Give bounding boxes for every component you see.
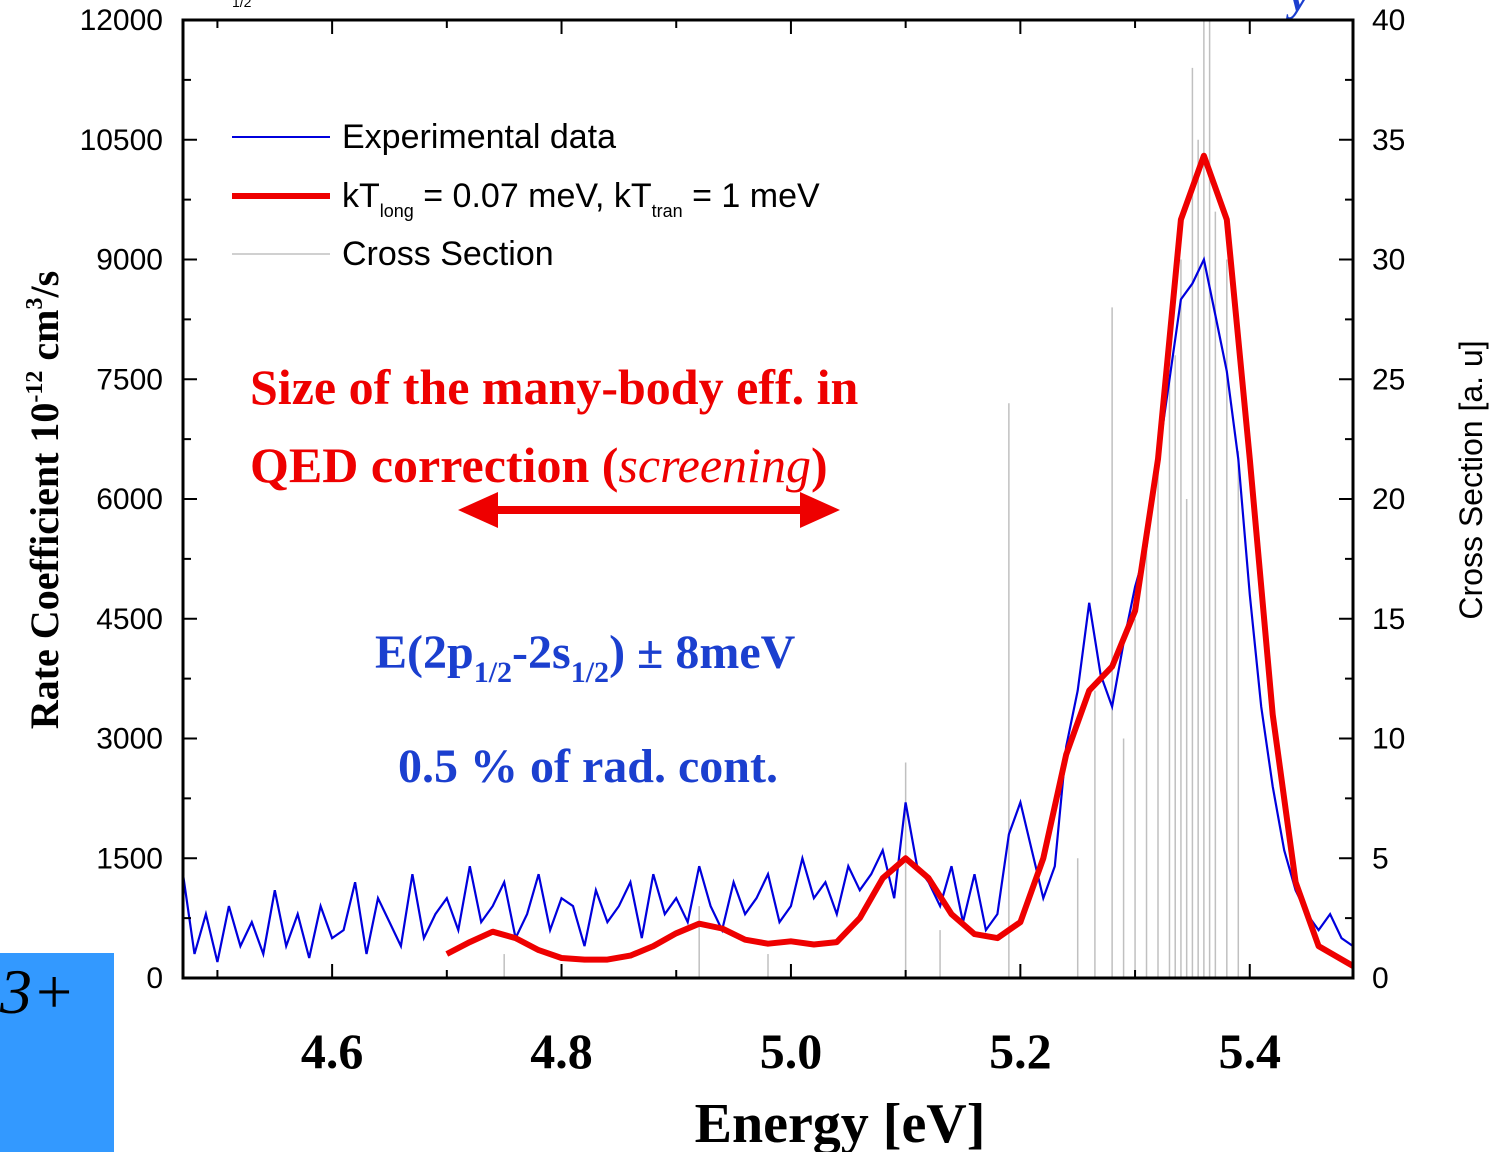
legend-label-experimental: Experimental data [342, 118, 616, 156]
y-right-tick-label: 15 [1372, 603, 1405, 636]
x-axis-title: Energy [eV] [695, 1093, 986, 1152]
fit-line [445, 152, 1355, 969]
fit-series [445, 152, 1355, 969]
y-left-tick-label: 12000 [80, 4, 163, 37]
annotation-radiative: 0.5 % of rad. cont. [398, 740, 778, 793]
y-right-tick-label: 20 [1372, 483, 1405, 516]
y-left-tick-label: 6000 [96, 483, 163, 516]
top-left-clipped-label: 1/2 [232, 0, 252, 10]
top-right-clipped-label: y [1290, 0, 1308, 21]
x-tick-label: 4.8 [530, 1023, 593, 1079]
y-axis-right-title: Cross Section [a. u] [1453, 340, 1489, 619]
y-left-tick-label: 7500 [96, 363, 163, 396]
x-tick-label: 5.4 [1219, 1023, 1282, 1079]
y-right-tick-label: 5 [1372, 842, 1389, 875]
legend-label-fit: kTlong = 0.07 meV, kTtran = 1 meV [342, 177, 820, 221]
plot-frame [181, 18, 1355, 980]
species-badge [0, 953, 114, 1152]
legend-label-cross-section: Cross Section [342, 235, 554, 273]
y-right-tick-label: 0 [1372, 962, 1389, 995]
y-axis-left-title: Rate Coefficient 10-12 cm3/s [22, 271, 67, 729]
y-left-tick-label: 1500 [96, 842, 163, 875]
y-right-tick-label: 40 [1372, 4, 1405, 37]
cross-section-series [503, 20, 1240, 978]
y-right-tick-label: 25 [1372, 363, 1405, 396]
x-tick-label: 4.6 [301, 1023, 364, 1079]
y-left-tick-label: 4500 [96, 603, 163, 636]
axis-ticks: 4.6 4.8 5.0 5.2 5.4 0 1500 3000 4500 6000 7500 9000… [80, 4, 1406, 1079]
y-right-tick-label: 35 [1372, 124, 1405, 157]
x-tick-label: 5.0 [760, 1023, 823, 1079]
double-arrow [458, 492, 840, 528]
annotation-many-body-line2: QED correction (screening) [250, 437, 828, 493]
x-tick-label: 5.2 [989, 1023, 1052, 1079]
annotation-energy: E(2p1/2-2s1/2) ± 8meV [375, 626, 796, 689]
badge-label: 3+ [0, 956, 76, 1027]
y-right-tick-label: 30 [1372, 244, 1405, 277]
y-left-tick-label: 0 [146, 962, 163, 995]
y-left-tick-label: 9000 [96, 244, 163, 277]
y-left-tick-label: 10500 [80, 124, 163, 157]
y-left-tick-label: 3000 [96, 723, 163, 756]
y-right-tick-label: 10 [1372, 723, 1405, 756]
annotation-many-body-line1: Size of the many-body eff. in [250, 359, 858, 415]
